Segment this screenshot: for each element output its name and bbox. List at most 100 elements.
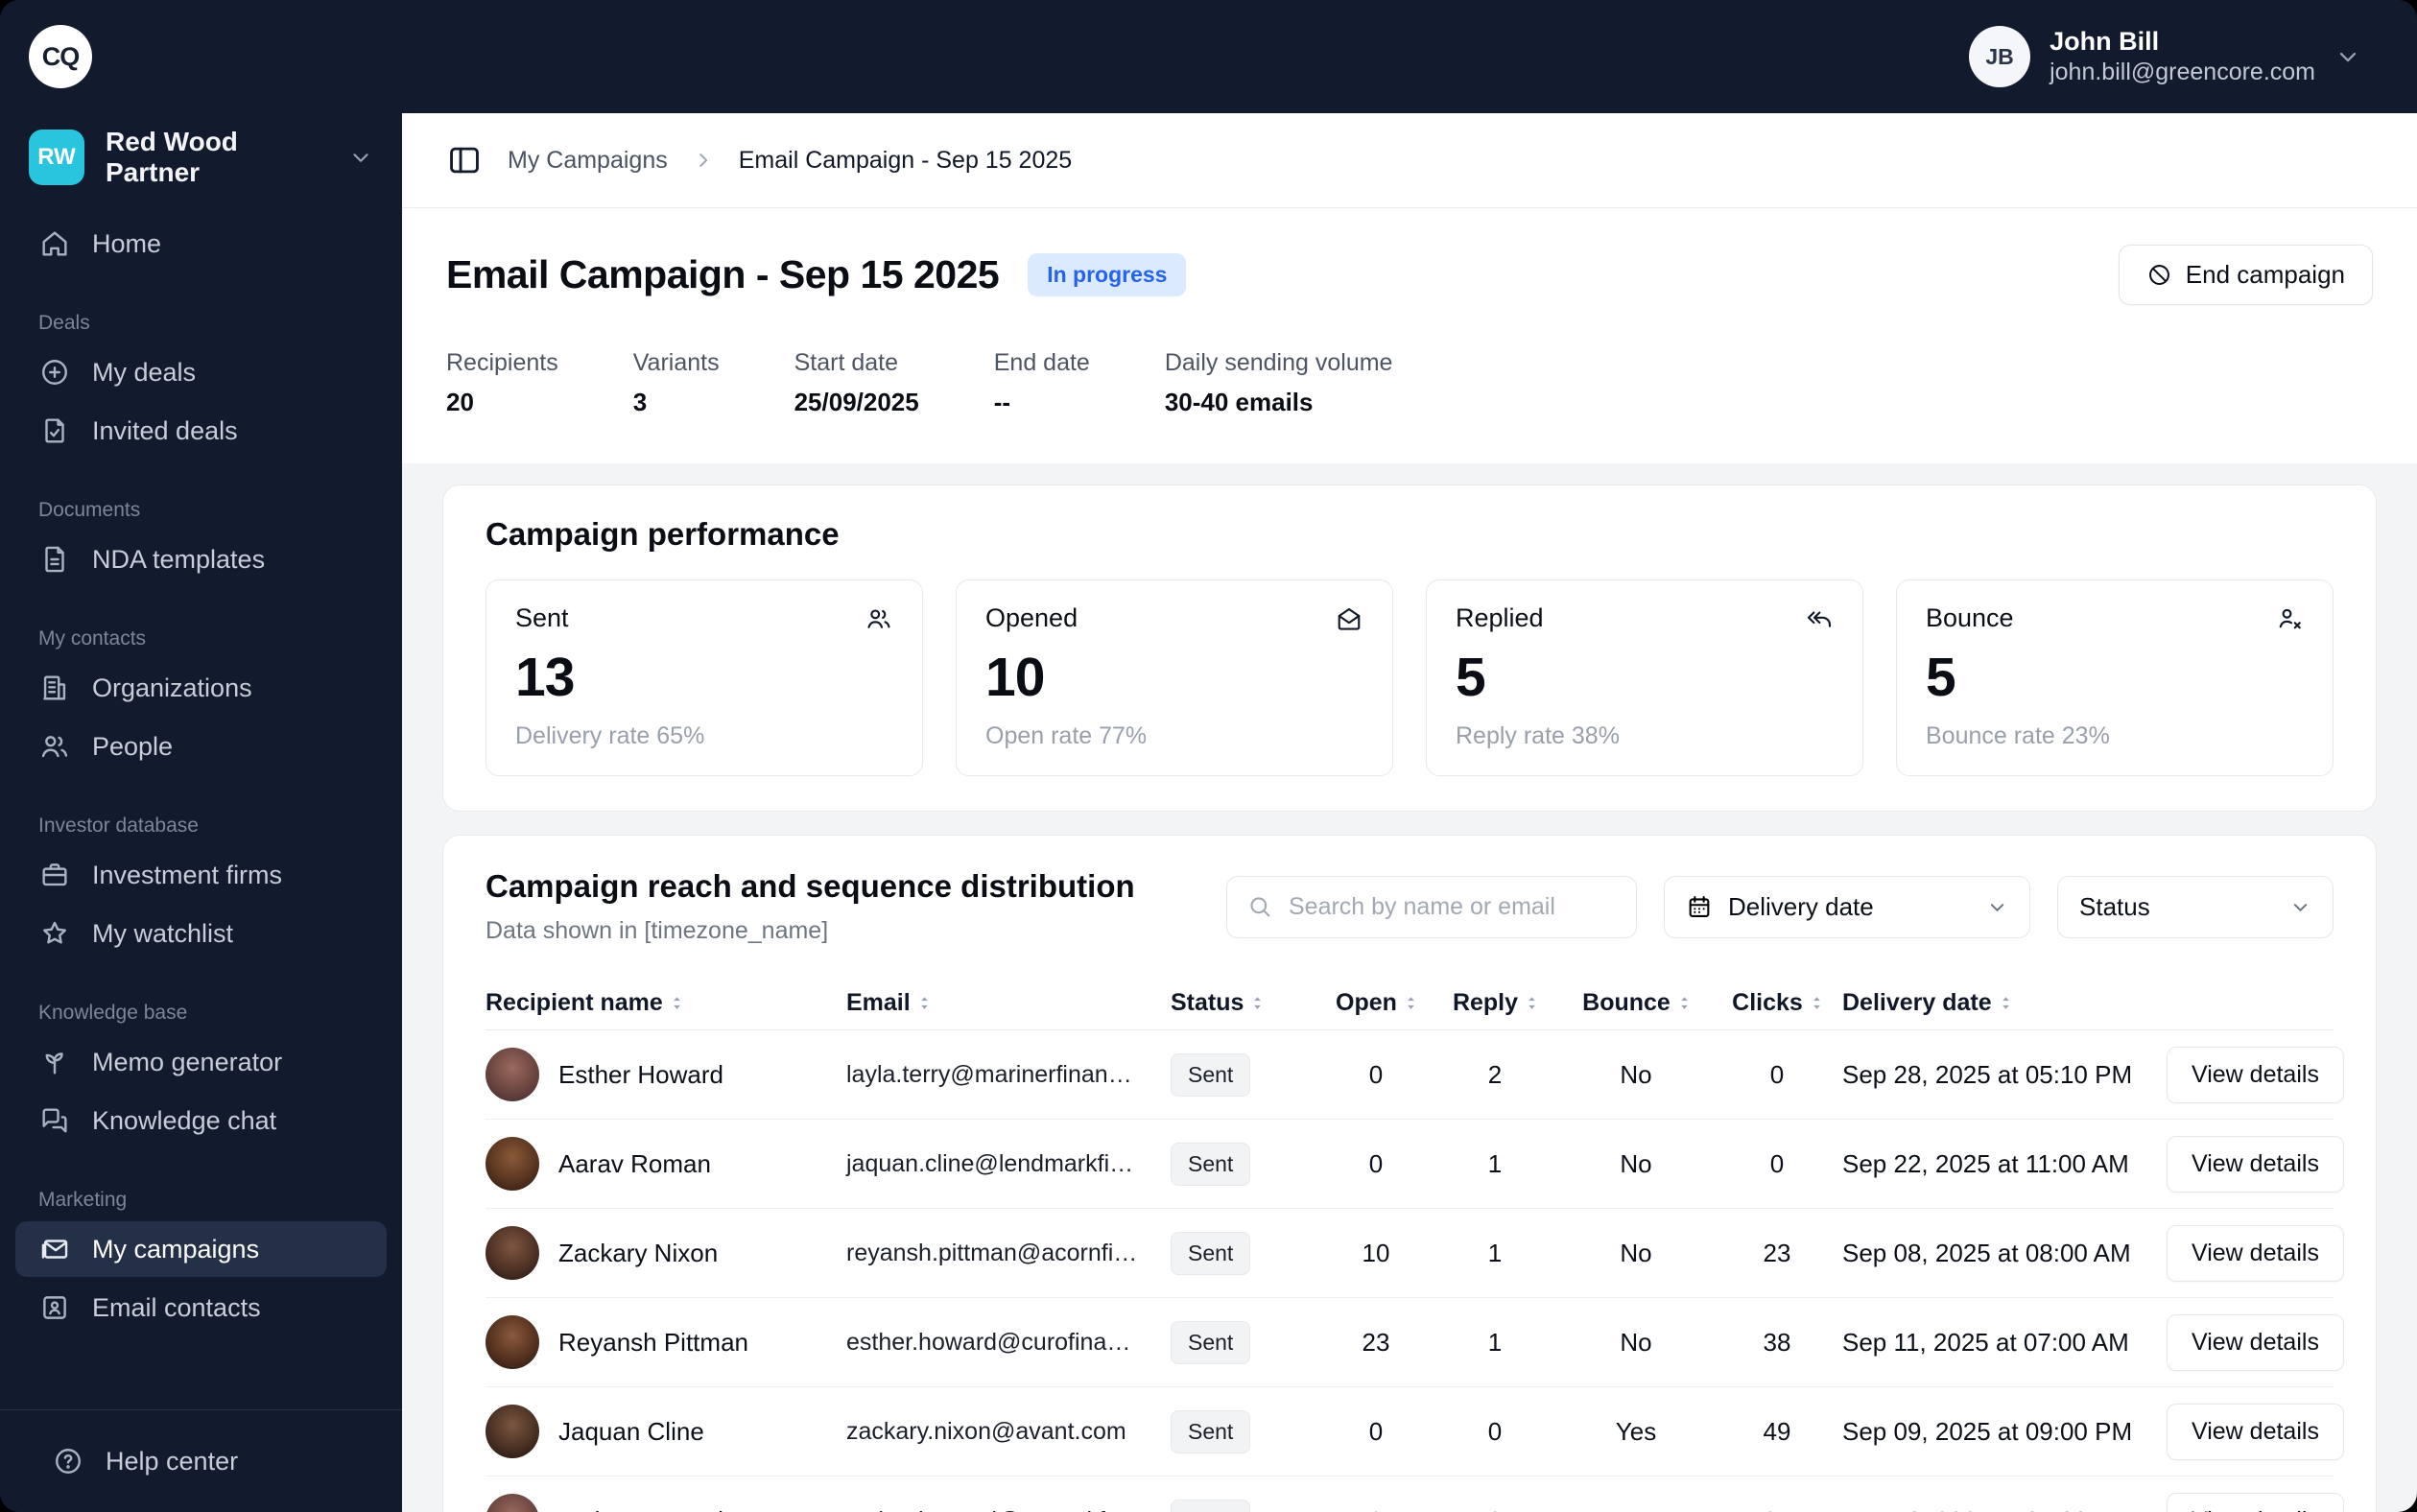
avatar <box>486 1315 539 1369</box>
calendar-icon <box>1686 893 1713 920</box>
sidebar-item-invited-deals[interactable]: Invited deals <box>15 403 387 459</box>
col-delivery-date[interactable]: Delivery date <box>1842 989 2167 1017</box>
sort-icon <box>2002 996 2009 1009</box>
sidebar-item-home[interactable]: Home <box>15 216 387 272</box>
workspace-name: Red Wood Partner <box>106 127 238 187</box>
breadcrumb-parent[interactable]: My Campaigns <box>508 146 668 174</box>
user-name: John Bill <box>2050 27 2160 57</box>
circle-plus-icon <box>38 356 71 389</box>
workspace-switcher[interactable]: RW Red Wood Partner <box>0 113 402 188</box>
page-header: Email Campaign - Sep 15 2025 In progress… <box>402 208 2417 463</box>
status-badge: In progress <box>1028 253 1187 296</box>
sidebar-section-knowledge-base: Knowledge base <box>38 1002 188 1024</box>
topbar: CQ JB John Bill john.bill@greencore.com <box>0 0 2417 113</box>
sidebar-item-my-campaigns[interactable]: My campaigns <box>15 1221 387 1277</box>
table-row: Esther Howard layla.terry@marinerfinan… … <box>486 1030 2344 1120</box>
table-row: Aarav Roman jaquan.cline@lendmarkfi… Sen… <box>486 1120 2344 1209</box>
sidebar-item-organizations[interactable]: Organizations <box>15 660 387 716</box>
sidebar-item-my-watchlist[interactable]: My watchlist <box>15 906 387 961</box>
sidebar-item-knowledge-chat[interactable]: Knowledge chat <box>15 1093 387 1148</box>
chevron-right-icon <box>693 150 714 171</box>
metric-card-sent: Sent 13 Delivery rate 65% <box>486 579 923 776</box>
sidebar: RW Red Wood Partner Home Deals My deals <box>0 113 402 1512</box>
breadcrumb: My Campaigns Email Campaign - Sep 15 202… <box>402 113 2417 208</box>
sort-icon <box>1813 996 1820 1009</box>
end-campaign-button[interactable]: End campaign <box>2118 245 2373 305</box>
sort-icon <box>1528 996 1535 1009</box>
stat-daily-volume: Daily sending volume 30-40 emails <box>1164 349 1393 416</box>
view-details-button[interactable]: View details <box>2167 1492 2344 1512</box>
stat-start-date: Start date 25/09/2025 <box>794 349 919 416</box>
stat-recipients: Recipients 20 <box>446 349 558 416</box>
user-menu[interactable]: JB John Bill john.bill@greencore.com <box>1969 26 2361 87</box>
document-icon <box>38 543 71 576</box>
reach-subtitle: Data shown in [timezone_name] <box>486 917 829 944</box>
contact-card-icon <box>38 1291 71 1324</box>
sidebar-section-documents: Documents <box>38 499 141 521</box>
col-email[interactable]: Email <box>846 989 1171 1017</box>
status-badge: Sent <box>1171 1409 1251 1453</box>
sidebar-item-memo-generator[interactable]: Memo generator <box>15 1034 387 1090</box>
home-icon <box>38 227 71 260</box>
table-row: Jaquan Cline zackary.nixon@avant.com Sen… <box>486 1387 2344 1477</box>
chat-icon <box>38 1104 71 1137</box>
reply-all-icon <box>1805 604 1834 633</box>
ban-icon <box>2146 262 2172 288</box>
campaign-performance-card: Campaign performance Sent 13 Delivery ra… <box>442 484 2377 812</box>
col-bounce[interactable]: Bounce <box>1560 989 1712 1017</box>
sidebar-nav: Home Deals My deals Invited deals Docume… <box>0 188 402 1409</box>
mail-icon <box>38 1233 71 1265</box>
delivery-date-filter[interactable]: Delivery date <box>1664 875 2030 938</box>
view-details-button[interactable]: View details <box>2167 1224 2344 1282</box>
view-details-button[interactable]: View details <box>2167 1046 2344 1103</box>
search-box <box>1226 875 1637 938</box>
sort-icon <box>1254 996 1262 1009</box>
sort-icon <box>920 996 928 1009</box>
campaign-stats: Recipients 20 Variants 3 Start date 25/0… <box>446 349 2373 417</box>
status-badge: Sent <box>1171 1320 1251 1364</box>
sidebar-item-my-deals[interactable]: My deals <box>15 344 387 400</box>
performance-title: Campaign performance <box>486 516 840 552</box>
sidebar-item-nda-templates[interactable]: NDA templates <box>15 532 387 587</box>
sidebar-section-marketing: Marketing <box>38 1189 128 1211</box>
col-clicks[interactable]: Clicks <box>1712 989 1842 1017</box>
chevron-down-icon <box>1986 896 2008 918</box>
sidebar-item-email-contacts[interactable]: Email contacts <box>15 1280 387 1335</box>
col-status[interactable]: Status <box>1171 989 1322 1017</box>
col-reply[interactable]: Reply <box>1430 989 1560 1017</box>
view-details-button[interactable]: View details <box>2167 1135 2344 1193</box>
sidebar-item-people[interactable]: People <box>15 719 387 774</box>
sidebar-footer: Help center <box>0 1409 402 1512</box>
chevron-down-icon <box>2289 896 2311 918</box>
status-badge: Sent <box>1171 1052 1251 1097</box>
invited-deal-icon <box>38 414 71 447</box>
sidebar-item-help-center[interactable]: Help center <box>29 1433 373 1489</box>
sort-icon <box>1408 996 1414 1009</box>
user-avatar: JB <box>1969 26 2031 87</box>
page-title: Email Campaign - Sep 15 2025 <box>446 252 1000 296</box>
view-details-button[interactable]: View details <box>2167 1313 2344 1371</box>
sidebar-toggle-icon[interactable] <box>446 142 483 178</box>
col-open[interactable]: Open <box>1322 989 1430 1017</box>
page-content: Campaign performance Sent 13 Delivery ra… <box>402 463 2417 1512</box>
user-x-icon <box>2275 604 2304 633</box>
seedling-icon <box>38 1046 71 1078</box>
col-recipient-name[interactable]: Recipient name <box>486 989 846 1017</box>
sort-icon <box>673 996 680 1009</box>
mail-open-icon <box>1335 604 1363 633</box>
breadcrumb-current: Email Campaign - Sep 15 2025 <box>738 146 1073 174</box>
status-badge: Sent <box>1171 1499 1251 1512</box>
metric-card-opened: Opened 10 Open rate 77% <box>956 579 1393 776</box>
status-badge: Sent <box>1171 1142 1251 1186</box>
users-icon <box>38 730 71 763</box>
reach-title: Campaign reach and sequence distribution <box>486 868 1135 904</box>
status-filter[interactable]: Status <box>2057 875 2334 938</box>
brand-logo: CQ <box>29 25 92 88</box>
sidebar-item-investment-firms[interactable]: Investment firms <box>15 847 387 903</box>
stat-end-date: End date -- <box>993 349 1090 416</box>
sidebar-section-investor-database: Investor database <box>38 815 199 837</box>
view-details-button[interactable]: View details <box>2167 1403 2344 1460</box>
chevron-down-icon <box>348 145 373 170</box>
chevron-down-icon <box>2334 43 2361 70</box>
search-input[interactable] <box>1287 891 1617 922</box>
